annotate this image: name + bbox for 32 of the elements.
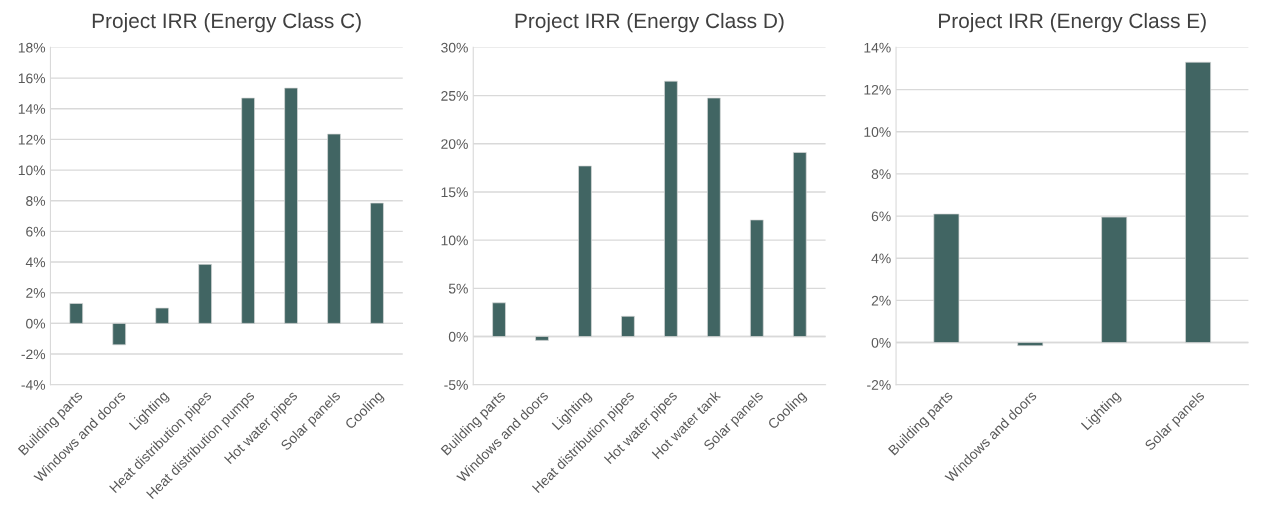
y-tick-label: 10% xyxy=(864,127,891,137)
y-tick-label: 0% xyxy=(871,337,891,348)
y-tick-label: 15% xyxy=(441,187,468,198)
y-tick-label: 18% xyxy=(18,42,46,53)
y-tick-label: 4% xyxy=(871,253,891,264)
y-tick-label: 25% xyxy=(441,90,468,101)
y-tick-label: 10% xyxy=(441,235,468,246)
y-tick-label: -4% xyxy=(21,380,46,390)
y-tick-label: 0% xyxy=(26,318,46,329)
y-tick-label: 12% xyxy=(864,84,891,95)
y-tick-label: -5% xyxy=(444,380,468,390)
y-tick-label: 6% xyxy=(871,211,891,222)
chart-title: Project IRR (Energy Class E) xyxy=(939,12,1206,33)
y-tick-label: 20% xyxy=(441,139,468,149)
y-tick-label: 30% xyxy=(441,42,468,53)
y-tick-label: 5% xyxy=(448,283,468,294)
y-tick-label: 16% xyxy=(18,73,46,84)
y-tick-label: 8% xyxy=(26,196,46,206)
y-tick-label: 2% xyxy=(26,288,46,298)
chart-title: Project IRR (Energy Class D) xyxy=(515,12,784,33)
y-tick-label: 6% xyxy=(26,226,46,237)
y-tick-label: -2% xyxy=(867,380,891,390)
y-tick-label: 14% xyxy=(864,42,891,53)
chart-title: Project IRR (Energy Class C) xyxy=(92,12,361,33)
y-tick-label: -2% xyxy=(21,349,46,360)
y-tick-label: 10% xyxy=(18,165,46,176)
y-tick-label: 2% xyxy=(871,295,891,306)
y-tick-label: 0% xyxy=(448,331,468,342)
y-tick-label: 8% xyxy=(871,169,891,180)
y-tick-label: 14% xyxy=(18,104,46,114)
y-tick-label: 4% xyxy=(25,257,46,268)
y-tick-label: 12% xyxy=(18,134,46,145)
